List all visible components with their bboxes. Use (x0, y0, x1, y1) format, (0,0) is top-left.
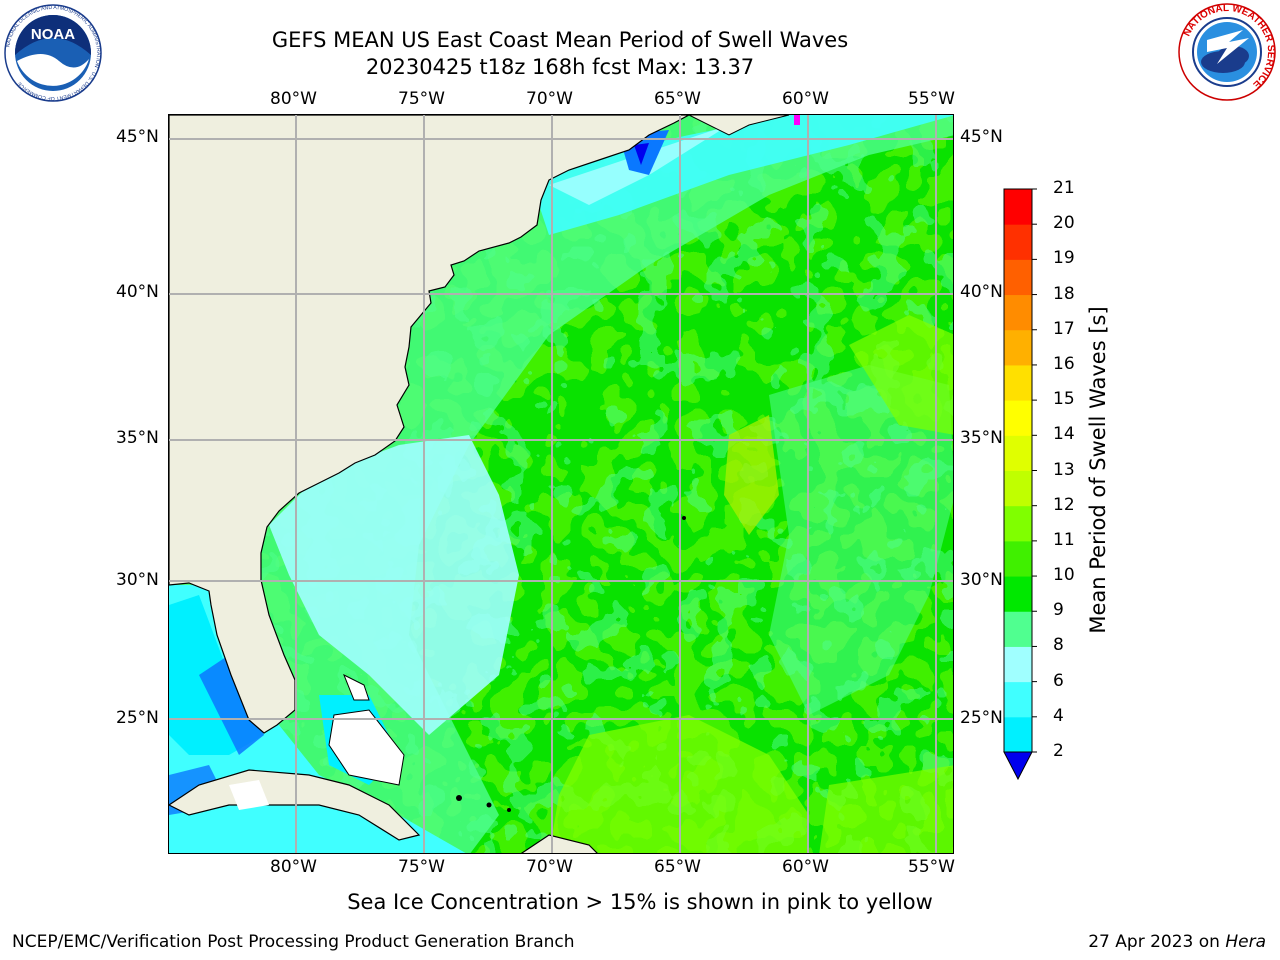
lon-label-bottom: 75°W (398, 857, 445, 877)
lat-label-left: 40°N (116, 282, 159, 302)
lon-label-bottom: 55°W (908, 857, 955, 877)
colorbar-tick-label: 18 (1053, 283, 1075, 304)
noaa-logo: NOAA NATIONAL OCEANIC AND ATMOSPHERIC AD… (4, 4, 102, 102)
colorbar-segment (1004, 646, 1032, 683)
sea-ice-pixel (794, 115, 800, 125)
colorbar-tick-label: 2 (1053, 741, 1064, 761)
colorbar-tick-label: 21 (1053, 178, 1075, 198)
colorbar-tick-label: 15 (1053, 389, 1075, 410)
lon-label-top: 75°W (398, 89, 445, 109)
lon-label-top: 80°W (270, 89, 317, 109)
colorbar-segment (1004, 611, 1032, 647)
colorbar-segment (1004, 681, 1032, 718)
colorbar-tick-label: 16 (1053, 353, 1075, 374)
colorbar-segment (1004, 505, 1032, 542)
lon-label-bottom: 80°W (270, 857, 317, 877)
chart-title: GEFS MEAN US East Coast Mean Period of S… (271, 28, 849, 52)
lon-label-top: 60°W (782, 89, 829, 109)
swell-field-4s (199, 655, 264, 755)
colorbar-tick-label: 13 (1053, 459, 1075, 480)
map-panel (168, 114, 954, 854)
colorbar-segment (1004, 259, 1032, 296)
lon-label-bottom: 70°W (526, 857, 573, 877)
colorbar-segment (1004, 540, 1032, 577)
colorbar-tick-label: 8 (1053, 635, 1064, 656)
lat-label-right: 40°N (960, 282, 1003, 302)
footer-credit: NCEP/EMC/Verification Post Processing Pr… (12, 932, 575, 952)
colorbar-tick-label: 6 (1053, 670, 1064, 691)
colorbar-segment (1004, 224, 1032, 260)
swell-field-8s (269, 435, 519, 735)
lon-label-top: 70°W (526, 89, 573, 109)
lat-label-left: 45°N (116, 127, 159, 147)
colorbar-segment (1004, 294, 1032, 331)
colorbar-segment (1004, 470, 1032, 507)
lat-label-left: 25°N (116, 708, 159, 728)
colorbar-tick-label: 10 (1053, 565, 1075, 586)
lat-label-right: 35°N (960, 428, 1003, 448)
colorbar-tick-label: 14 (1053, 424, 1075, 445)
colorbar-tick-label: 19 (1053, 248, 1075, 269)
land-us-east-coast (169, 115, 690, 734)
sea-ice-note: Sea Ice Concentration > 15% is shown in … (347, 890, 933, 914)
lat-label-right: 30°N (960, 570, 1003, 590)
colorbar-tick-label: 12 (1053, 494, 1075, 515)
footer-host: Hera (1225, 932, 1266, 952)
lon-label-top: 65°W (654, 89, 701, 109)
chart-subtitle: 20230425 t18z 168h fcst Max: 13.37 (365, 55, 755, 79)
colorbar-underflow-arrow (1003, 751, 1033, 781)
colorbar-segment (1004, 716, 1032, 753)
lat-label-left: 35°N (116, 428, 159, 448)
lat-label-right: 25°N (960, 708, 1003, 728)
colorbar-segment (1004, 189, 1032, 225)
nws-logo: NATIONAL WEATHER SERVICE (1178, 3, 1276, 101)
lon-label-bottom: 65°W (654, 857, 701, 877)
graticule (169, 115, 953, 853)
colorbar-tick-label: 4 (1053, 705, 1064, 726)
lat-label-right: 45°N (960, 127, 1003, 147)
colorbar-tick-label: 9 (1053, 600, 1064, 621)
colorbar-title: Mean Period of Swell Waves [s] (1086, 306, 1110, 634)
colorbar-tick-label: 20 (1053, 213, 1075, 234)
colorbar-segment (1004, 329, 1032, 366)
bahamas-bank (328, 709, 405, 786)
colorbar-tick-label: 11 (1053, 529, 1075, 550)
colorbar-segment (1004, 364, 1032, 401)
colorbar-segment (1004, 576, 1032, 612)
colorbar-segment (1004, 435, 1032, 471)
map-svg (169, 115, 953, 853)
lon-label-bottom: 60°W (782, 857, 829, 877)
colorbar-tick-label: 17 (1053, 318, 1075, 339)
land-hispaniola (520, 834, 598, 853)
colorbar (1003, 188, 1037, 781)
lon-label-top: 55°W (908, 89, 955, 109)
land-nova-scotia (688, 115, 790, 136)
lat-label-left: 30°N (116, 570, 159, 590)
colorbar-segment (1004, 400, 1032, 436)
noaa-logo-text: NOAA (31, 26, 75, 43)
footer-timestamp: 27 Apr 2023 on Hera (1088, 932, 1266, 952)
